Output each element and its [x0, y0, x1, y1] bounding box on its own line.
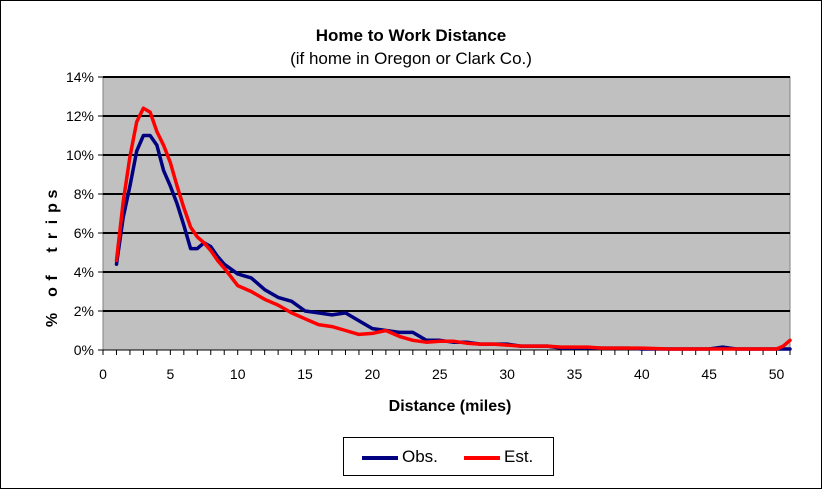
x-tick-label: 20	[365, 366, 381, 382]
x-tick-label: 45	[701, 366, 717, 382]
y-tick-label: 8%	[74, 186, 94, 202]
x-tick-label: 25	[432, 366, 448, 382]
legend-swatch-obs	[362, 456, 398, 460]
legend-label-est: Est.	[504, 447, 534, 466]
plot-area	[102, 76, 791, 351]
y-tick-label: 14%	[66, 69, 94, 85]
y-tick-label: 2%	[74, 303, 94, 319]
y-tick-label: 6%	[74, 225, 94, 241]
x-tick-label: 15	[297, 366, 313, 382]
chart-title: Home to Work Distance	[315, 26, 507, 45]
y-tick-label: 10%	[66, 147, 94, 163]
x-tick-label: 30	[499, 366, 515, 382]
legend-swatch-est	[464, 456, 500, 460]
y-tick-label: 4%	[74, 264, 94, 280]
x-tick-label: 10	[230, 366, 246, 382]
series-line-est	[114, 106, 792, 351]
chart-subtitle: (if home in Oregon or Clark Co.)	[290, 49, 532, 68]
x-tick-label: 5	[166, 366, 174, 382]
legend: Obs. Est.	[343, 437, 554, 476]
x-axis-label: Distance (miles)	[388, 398, 512, 415]
x-tick-label: 0	[99, 366, 107, 382]
x-tick-label: 50	[769, 366, 785, 382]
legend-label-obs: Obs.	[402, 447, 438, 466]
x-tick-label: 35	[567, 366, 583, 382]
y-tick-label: 0%	[74, 342, 94, 358]
y-tick-label: 12%	[66, 108, 94, 124]
x-tick-label: 40	[634, 366, 650, 382]
